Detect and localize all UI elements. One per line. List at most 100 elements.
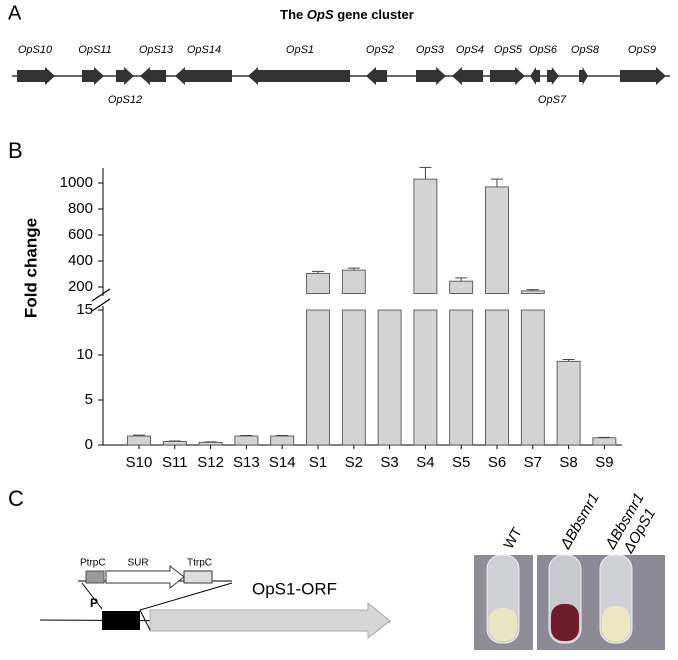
x-tick-label: S4 xyxy=(416,454,434,471)
axis-break xyxy=(92,299,110,311)
gene-label: OpS9 xyxy=(628,44,656,56)
y-tick-label: 200 xyxy=(68,278,93,295)
y-tick-label: 400 xyxy=(68,252,93,269)
bar xyxy=(307,310,330,445)
gene-label: OpS4 xyxy=(456,44,484,56)
gene-label: OpS14 xyxy=(187,44,221,56)
bar xyxy=(521,310,544,445)
y-tick-label: 5 xyxy=(85,391,93,408)
gene-label: OpS1 xyxy=(286,44,314,56)
x-tick-label: S12 xyxy=(197,454,224,471)
strain-label: ΔBbsmr1 xyxy=(557,490,603,553)
bar xyxy=(163,441,186,445)
title-part: OpS xyxy=(307,7,334,22)
gene-arrow xyxy=(530,67,540,85)
bar xyxy=(414,310,437,445)
x-tick-label: S2 xyxy=(345,454,363,471)
title-part: The xyxy=(280,7,307,22)
gene-arrow xyxy=(17,67,55,85)
gene-label: OpS3 xyxy=(416,44,445,56)
tube-photos: WT ΔBbsmr1 ΔBbsmr1 ΔOpS1 xyxy=(474,490,665,650)
construct-label: P xyxy=(90,596,98,610)
gene-label: OpS13 xyxy=(139,44,174,56)
construct-label: PtrpC xyxy=(80,558,106,569)
tube-liquid xyxy=(489,608,517,641)
bar xyxy=(271,436,294,445)
gene-arrow xyxy=(116,67,134,85)
bar-chart: Fold change 0 5 10 15 200 400 600 800 1000 S10 S11… xyxy=(21,167,622,471)
cluster-title: The OpS gene cluster xyxy=(280,7,414,22)
construct-label: SUR xyxy=(127,558,148,569)
bar xyxy=(199,442,222,445)
bar xyxy=(557,361,580,445)
gene-label: OpS11 xyxy=(78,44,111,56)
y-tick-label: 15 xyxy=(76,301,93,318)
x-tick-label: S11 xyxy=(162,454,188,471)
gene-label: OpS5 xyxy=(494,44,523,56)
gene-arrow xyxy=(366,67,387,85)
y-tick-label: 600 xyxy=(68,226,93,243)
bar xyxy=(593,438,616,445)
gene-arrow xyxy=(452,67,483,85)
bar xyxy=(342,310,365,445)
y-tick-label: 0 xyxy=(85,436,93,453)
bar-upper xyxy=(307,273,330,293)
gene-label: OpS12 xyxy=(108,94,142,106)
gene-arrow xyxy=(620,67,666,85)
gene-arrow xyxy=(547,67,559,85)
gene-arrow xyxy=(82,67,104,85)
axis-break xyxy=(92,289,110,301)
gene-label: OpS10 xyxy=(18,44,53,56)
gene-label: OpS7 xyxy=(538,94,567,106)
bar-upper xyxy=(450,281,473,293)
strain-label: WT xyxy=(500,524,525,551)
tube-liquid xyxy=(551,604,579,641)
gene-arrows: OpS10 OpS11 OpS12 OpS13 OpS14 OpS1 OpS2 OpS3 OpS… xyxy=(17,44,666,106)
panel-label: A xyxy=(8,2,22,24)
gene-label: OpS2 xyxy=(366,44,394,56)
x-tick-label: S8 xyxy=(559,454,577,471)
x-tick-label: S9 xyxy=(595,454,613,471)
gene-arrow xyxy=(416,67,446,85)
promoter-box xyxy=(86,571,104,583)
panel-label: C xyxy=(8,486,24,511)
construct-diagram: PtrpC SUR TtrpC P OpS1-ORF xyxy=(40,558,390,638)
x-tick-label: S3 xyxy=(380,454,398,471)
x-tick-label: S7 xyxy=(524,454,542,471)
construct-label: OpS1-ORF xyxy=(252,579,337,598)
panel-label: B xyxy=(8,138,23,163)
x-tick-label: S13 xyxy=(233,454,260,471)
bar xyxy=(128,436,151,445)
y-tick-label: 1000 xyxy=(60,174,93,191)
bar-upper xyxy=(486,187,509,294)
x-tick-label: S6 xyxy=(488,454,506,471)
gene-arrow xyxy=(175,67,232,85)
bar xyxy=(450,310,473,445)
x-tick-label: S1 xyxy=(309,454,327,471)
y-tick-label: 800 xyxy=(68,200,93,217)
bar-upper xyxy=(521,291,544,294)
y-axis-label: Fold change xyxy=(21,218,40,318)
bar xyxy=(235,436,258,445)
x-tick-label: S10 xyxy=(126,454,153,471)
y-tick-label: 10 xyxy=(76,346,93,363)
sur-arrow xyxy=(106,566,184,588)
x-tick-label: S5 xyxy=(452,454,470,471)
gene-arrow xyxy=(579,67,588,85)
promoter-block xyxy=(102,611,140,630)
gene-label: OpS8 xyxy=(571,44,600,56)
gene-arrow xyxy=(140,67,166,85)
gene-label: OpS6 xyxy=(529,44,558,56)
error-bar xyxy=(491,179,503,187)
error-bar xyxy=(455,278,467,281)
construct-label: TtrpC xyxy=(187,558,212,569)
error-bar xyxy=(419,167,431,179)
terminator-box xyxy=(184,571,212,583)
x-tick-label: S14 xyxy=(269,454,296,471)
gene-arrow xyxy=(490,67,525,85)
orf-arrow xyxy=(150,603,390,638)
title-part: gene cluster xyxy=(334,7,414,22)
bar xyxy=(486,310,509,445)
gene-arrow xyxy=(248,67,350,85)
